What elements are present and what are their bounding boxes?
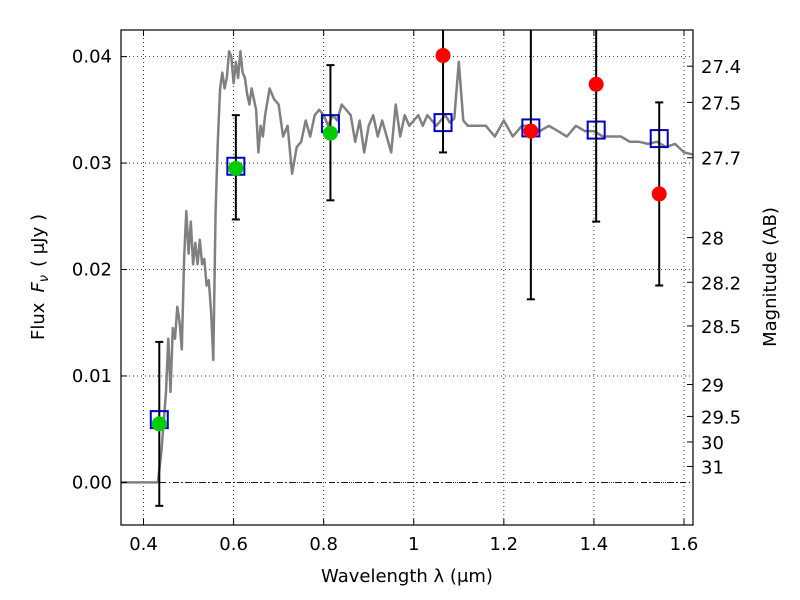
detection-point <box>322 125 338 141</box>
magnitude-tick-label: 30 <box>701 433 724 454</box>
nondetection-point <box>435 48 451 64</box>
magnitude-tick-label: 28.2 <box>701 273 741 294</box>
nondetection-point <box>588 76 604 92</box>
x-tick-label: 0.8 <box>309 534 338 555</box>
magnitude-tick-label: 29.5 <box>701 407 741 428</box>
grid <box>121 30 693 525</box>
x-tick-label: 1.6 <box>670 534 699 555</box>
plot-area <box>121 30 693 507</box>
x-tick-label: 1 <box>408 534 419 555</box>
sed-line <box>121 50 693 484</box>
x-tick-label: 1.4 <box>580 534 609 555</box>
magnitude-tick-label: 31 <box>701 457 724 478</box>
x-tick-label: 1.2 <box>490 534 519 555</box>
y-tick-label: 0.00 <box>72 472 112 493</box>
y-tick-label: 0.03 <box>72 153 112 174</box>
y-tick-label: 0.01 <box>72 366 112 387</box>
data-marks <box>149 30 669 507</box>
magnitude-tick-label: 27.7 <box>701 149 741 170</box>
magnitude-tick-label: 27.4 <box>701 57 741 78</box>
magnitude-tick-label: 28.5 <box>701 317 741 338</box>
x-axis-title: Wavelength λ (μm) <box>321 566 493 587</box>
detection-point <box>228 160 244 176</box>
nondetection-point <box>651 186 667 202</box>
x-tick-label: 0.4 <box>129 534 158 555</box>
magnitude-axis-title: Magnitude (AB) <box>760 207 781 347</box>
y-axis-title: FluxFν( μJy ) <box>28 214 52 340</box>
magnitude-tick-label: 29 <box>701 375 724 396</box>
x-tick-label: 0.6 <box>219 534 248 555</box>
axis-ticks: 0.4 0.6 0.8 1 1.2 1.4 1.6 0.00 0.01 0.02 0.03 0.04 2… <box>72 30 741 555</box>
magnitude-tick-label: 27.5 <box>701 93 741 114</box>
y-tick-label: 0.02 <box>72 260 112 281</box>
nondetection-point <box>523 123 539 139</box>
detection-point <box>151 416 167 432</box>
y-tick-label: 0.04 <box>72 47 112 68</box>
plot-frame <box>120 29 694 526</box>
magnitude-tick-label: 28 <box>701 229 724 250</box>
